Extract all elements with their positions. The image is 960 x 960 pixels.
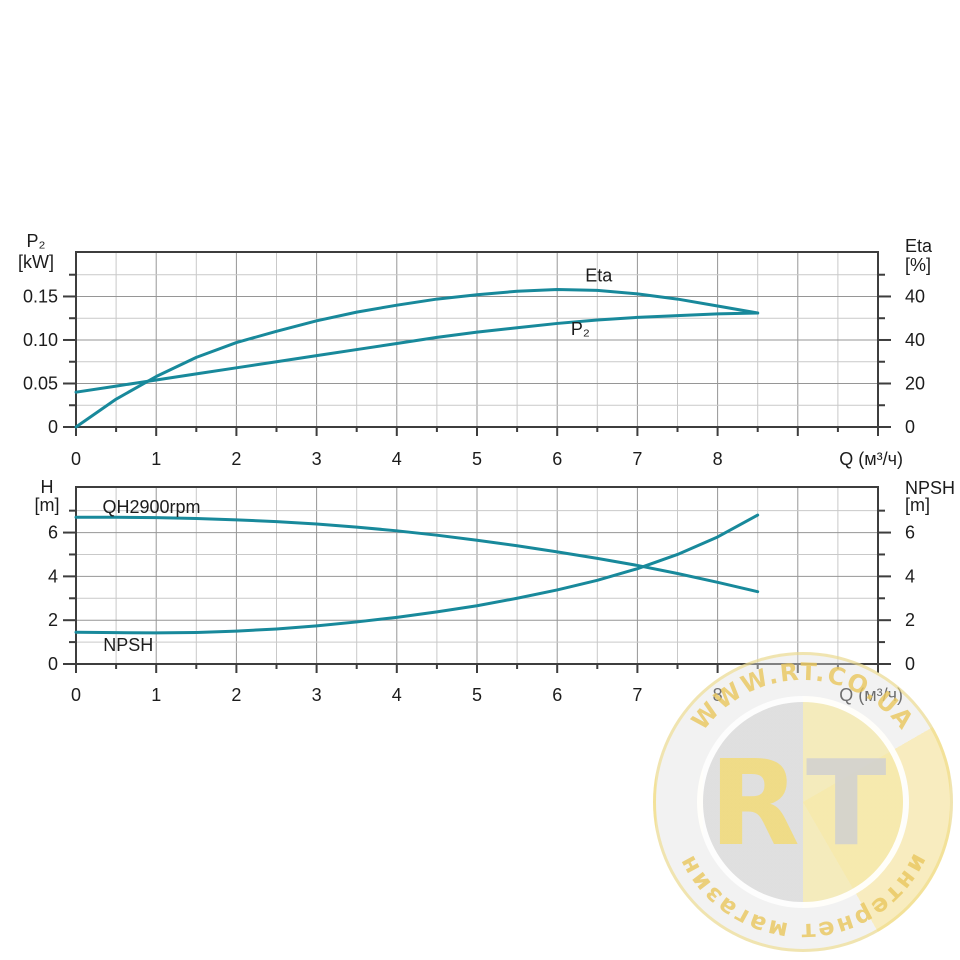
x-axis-tick-label: 8 bbox=[713, 685, 723, 705]
curve-npsh bbox=[74, 513, 760, 635]
left-axis-unit: [kW] bbox=[18, 252, 54, 272]
right-axis-tick-label: 0 bbox=[905, 654, 915, 674]
x-axis-tick-label: 6 bbox=[552, 685, 562, 705]
right-axis-unit: [m] bbox=[905, 495, 930, 515]
x-axis-tick-label: 0 bbox=[71, 685, 81, 705]
left-axis-tick-label: 6 bbox=[48, 523, 58, 543]
x-axis-title: Q (м³/ч) bbox=[839, 449, 903, 469]
right-axis-tick-label: 4 bbox=[905, 566, 915, 586]
x-axis-tick-label: 4 bbox=[392, 449, 402, 469]
x-axis-tick-label: 7 bbox=[632, 685, 642, 705]
x-axis-tick-label: 6 bbox=[552, 449, 562, 469]
left-axis-tick-label: 0.15 bbox=[23, 286, 58, 306]
right-axis-tick-label: 0 bbox=[905, 417, 915, 437]
x-axis-tick-label: 1 bbox=[151, 685, 161, 705]
curve-label: NPSH bbox=[103, 635, 153, 655]
left-axis-tick-label: 2 bbox=[48, 610, 58, 630]
left-axis-tick-label: 0 bbox=[48, 417, 58, 437]
x-axis-tick-label: 7 bbox=[632, 449, 642, 469]
right-axis-title: NPSH bbox=[905, 478, 955, 498]
left-axis-tick-label: 0.10 bbox=[23, 330, 58, 350]
x-axis-tick-label: 3 bbox=[312, 685, 322, 705]
x-axis-tick-label: 4 bbox=[392, 685, 402, 705]
curve-p bbox=[74, 311, 760, 394]
right-axis-tick-label: 6 bbox=[905, 523, 915, 543]
right-axis-title: Eta bbox=[905, 236, 933, 256]
power-efficiency-chart: 0 00.05 200.10 400.15 400 1 2 3 4 5 6 7 8 Q (м³/ч)P₂[… bbox=[18, 231, 933, 469]
curve-label: QH2900rpm bbox=[102, 497, 200, 517]
right-axis-tick-label: 40 bbox=[905, 286, 925, 306]
curve-eta bbox=[74, 288, 760, 429]
left-axis-unit: [m] bbox=[35, 495, 60, 515]
right-axis-unit: [%] bbox=[905, 255, 931, 275]
left-axis-title: P₂ bbox=[27, 231, 46, 251]
left-axis-tick-label: 4 bbox=[48, 566, 58, 586]
x-axis-tick-label: 8 bbox=[713, 449, 723, 469]
x-axis-title: Q (м³/ч) bbox=[839, 685, 903, 705]
x-axis-tick-label: 5 bbox=[472, 449, 482, 469]
left-axis-title: H bbox=[41, 477, 54, 497]
head-npsh-chart: 0 02 24 46 60 1 2 3 4 5 6 7 8 Q (м³/ч)H[m]NPSH[m]QH29… bbox=[35, 477, 956, 705]
curve-label: Eta bbox=[585, 266, 613, 286]
x-axis-tick-label: 2 bbox=[231, 685, 241, 705]
left-axis-tick-label: 0.05 bbox=[23, 373, 58, 393]
curve-label: P₂ bbox=[571, 319, 590, 339]
left-axis-tick-label: 0 bbox=[48, 654, 58, 674]
x-axis-tick-label: 3 bbox=[312, 449, 322, 469]
x-axis-tick-label: 1 bbox=[151, 449, 161, 469]
x-axis-tick-label: 5 bbox=[472, 685, 482, 705]
x-axis-tick-label: 2 bbox=[231, 449, 241, 469]
right-axis-tick-label: 20 bbox=[905, 373, 925, 393]
x-axis-tick-label: 0 bbox=[71, 449, 81, 469]
right-axis-tick-label: 40 bbox=[905, 330, 925, 350]
right-axis-tick-label: 2 bbox=[905, 610, 915, 630]
